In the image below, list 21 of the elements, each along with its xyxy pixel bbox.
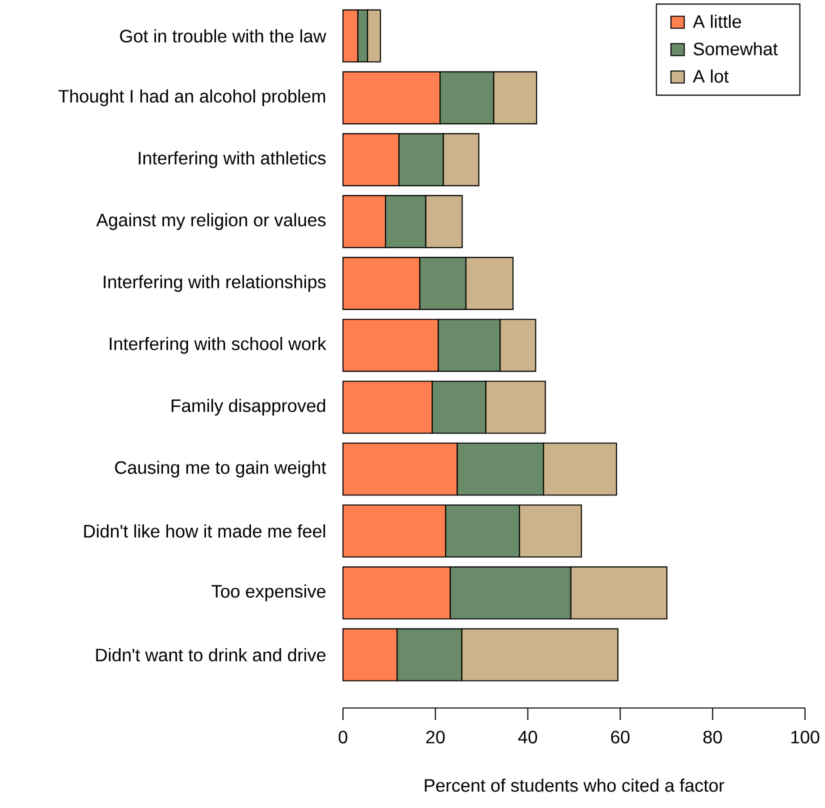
y-tick-label: Thought I had an alcohol problem: [58, 89, 326, 106]
y-tick-label: Against my religion or values: [96, 213, 326, 230]
y-tick-label: Got in trouble with the law: [120, 29, 326, 42]
y-tick-label: Interfering with school work: [110, 336, 326, 354]
legend-label: A lot: [692, 69, 729, 83]
y-tick-label: Interfering with relationships: [104, 275, 326, 292]
legend-label: A little: [692, 14, 742, 28]
x-tick-label: 60: [611, 730, 630, 744]
x-tick-label: 0: [338, 730, 348, 744]
y-tick-label: Family disapproved: [172, 398, 326, 416]
y-tick-label: Didn't like how it made me feel: [84, 524, 326, 538]
y-tick-label: Interfering with athletics: [138, 151, 326, 168]
y-tick-label: Didn't want to drink and drive: [96, 648, 326, 662]
legend-label: Somewhat: [694, 42, 778, 56]
y-tick-label: Too expensive: [212, 584, 326, 602]
x-tick-label: 80: [703, 730, 722, 744]
x-axis-title: Percent of students who cited a factor: [424, 778, 724, 792]
y-tick-label: Causing me to gain weight: [115, 460, 326, 478]
x-tick-label: 20: [426, 730, 445, 744]
x-tick-label: 40: [518, 730, 538, 744]
x-tick-label: 100: [791, 730, 820, 744]
